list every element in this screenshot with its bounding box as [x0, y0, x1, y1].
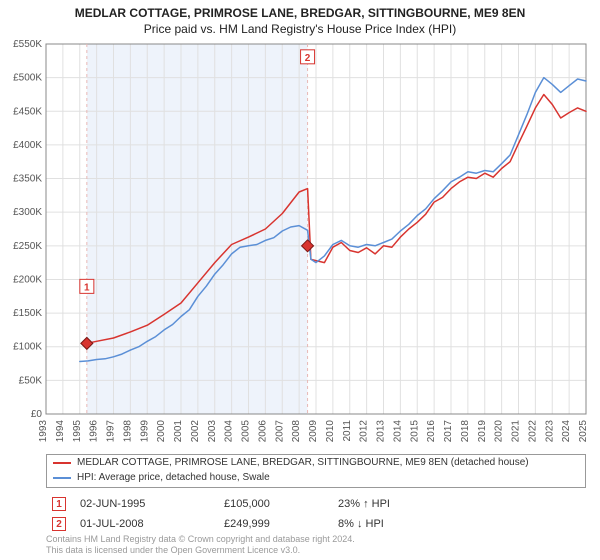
marker-table-row: 1 02-JUN-1995 £105,000 23% ↑ HPI: [46, 494, 464, 514]
y-axis-label: £550K: [13, 39, 42, 50]
legend-swatch: [53, 462, 71, 464]
x-axis-label: 1996: [89, 420, 100, 443]
marker-row-date: 02-JUN-1995: [80, 498, 210, 510]
x-axis-label: 2006: [257, 420, 268, 443]
line-chart-svg: £0 £50K £100K £150K £200K £250K £300K £350K £400…: [0, 0, 600, 456]
y-axis-label: £450K: [13, 106, 42, 117]
x-axis-label: 2010: [325, 420, 336, 443]
x-axis-label: 2021: [511, 420, 522, 443]
y-axis-label: £200K: [13, 274, 42, 285]
x-axis-label: 2023: [544, 420, 555, 443]
y-axis-label: £350K: [13, 174, 42, 185]
x-axis-label: 2022: [527, 420, 538, 443]
y-axis-label: £0: [31, 409, 43, 420]
x-axis-label: 2009: [308, 420, 319, 443]
x-axis-label: 2013: [376, 420, 387, 443]
x-axis-label: 2000: [156, 420, 167, 443]
x-axis-label: 2002: [190, 420, 201, 443]
marker-table: 1 02-JUN-1995 £105,000 23% ↑ HPI 2 01-JUL-200…: [46, 494, 464, 534]
x-axis-label: 1994: [55, 420, 66, 443]
marker-row-pct: 23% ↑ HPI: [338, 498, 458, 510]
x-axis-label: 1993: [38, 420, 49, 443]
price-marker-badge-number: 1: [84, 282, 90, 293]
x-axis-label: 2015: [409, 420, 420, 443]
x-axis-label: 2001: [173, 420, 184, 443]
marker-row-badge: 1: [52, 497, 66, 511]
marker-row-price: £249,999: [224, 518, 324, 530]
x-axis-label: 2005: [241, 420, 252, 443]
x-axis-label: 2025: [578, 420, 589, 443]
x-axis-label: 1999: [139, 420, 150, 443]
y-axis-label: £500K: [13, 73, 42, 84]
footer-line-2: This data is licensed under the Open Gov…: [46, 545, 355, 556]
price-marker-badge-number: 2: [305, 53, 311, 64]
marker-row-pct: 8% ↓ HPI: [338, 518, 458, 530]
y-axis-label: £50K: [19, 375, 43, 386]
x-axis-label: 2003: [207, 420, 218, 443]
y-axis-label: £400K: [13, 140, 42, 151]
x-axis-label: 2011: [342, 420, 353, 442]
x-axis-label: 2024: [561, 420, 572, 443]
x-axis-label: 2008: [291, 420, 302, 443]
marker-row-price: £105,000: [224, 498, 324, 510]
legend-label: HPI: Average price, detached house, Swal…: [77, 472, 270, 483]
x-axis-label: 2016: [426, 420, 437, 443]
x-axis-label: 2019: [477, 420, 488, 443]
x-axis-label: 2017: [443, 420, 454, 443]
y-axis-label: £100K: [13, 342, 42, 353]
x-axis-label: 2018: [460, 420, 471, 443]
x-axis-label: 2014: [392, 420, 403, 443]
legend-label: MEDLAR COTTAGE, PRIMROSE LANE, BREDGAR, …: [77, 457, 529, 468]
marker-row-date: 01-JUL-2008: [80, 518, 210, 530]
y-axis-label: £300K: [13, 207, 42, 218]
legend-item: MEDLAR COTTAGE, PRIMROSE LANE, BREDGAR, …: [47, 455, 585, 470]
x-axis-label: 1995: [72, 420, 83, 443]
y-axis-label: £150K: [13, 308, 42, 319]
footer-line-1: Contains HM Land Registry data © Crown c…: [46, 534, 355, 545]
marker-table-row: 2 01-JUL-2008 £249,999 8% ↓ HPI: [46, 514, 464, 534]
x-axis-label: 1997: [106, 420, 117, 443]
legend-item: HPI: Average price, detached house, Swal…: [47, 470, 585, 485]
legend-swatch: [53, 477, 71, 479]
footer-note: Contains HM Land Registry data © Crown c…: [46, 534, 355, 557]
x-axis-label: 2020: [494, 420, 505, 443]
x-axis-label: 2004: [224, 420, 235, 443]
x-axis-label: 1998: [122, 420, 133, 443]
x-axis-label: 2012: [359, 420, 370, 443]
x-axis-label: 2007: [274, 420, 285, 443]
y-axis-label: £250K: [13, 241, 42, 252]
marker-row-badge: 2: [52, 517, 66, 531]
legend: MEDLAR COTTAGE, PRIMROSE LANE, BREDGAR, …: [46, 454, 586, 488]
